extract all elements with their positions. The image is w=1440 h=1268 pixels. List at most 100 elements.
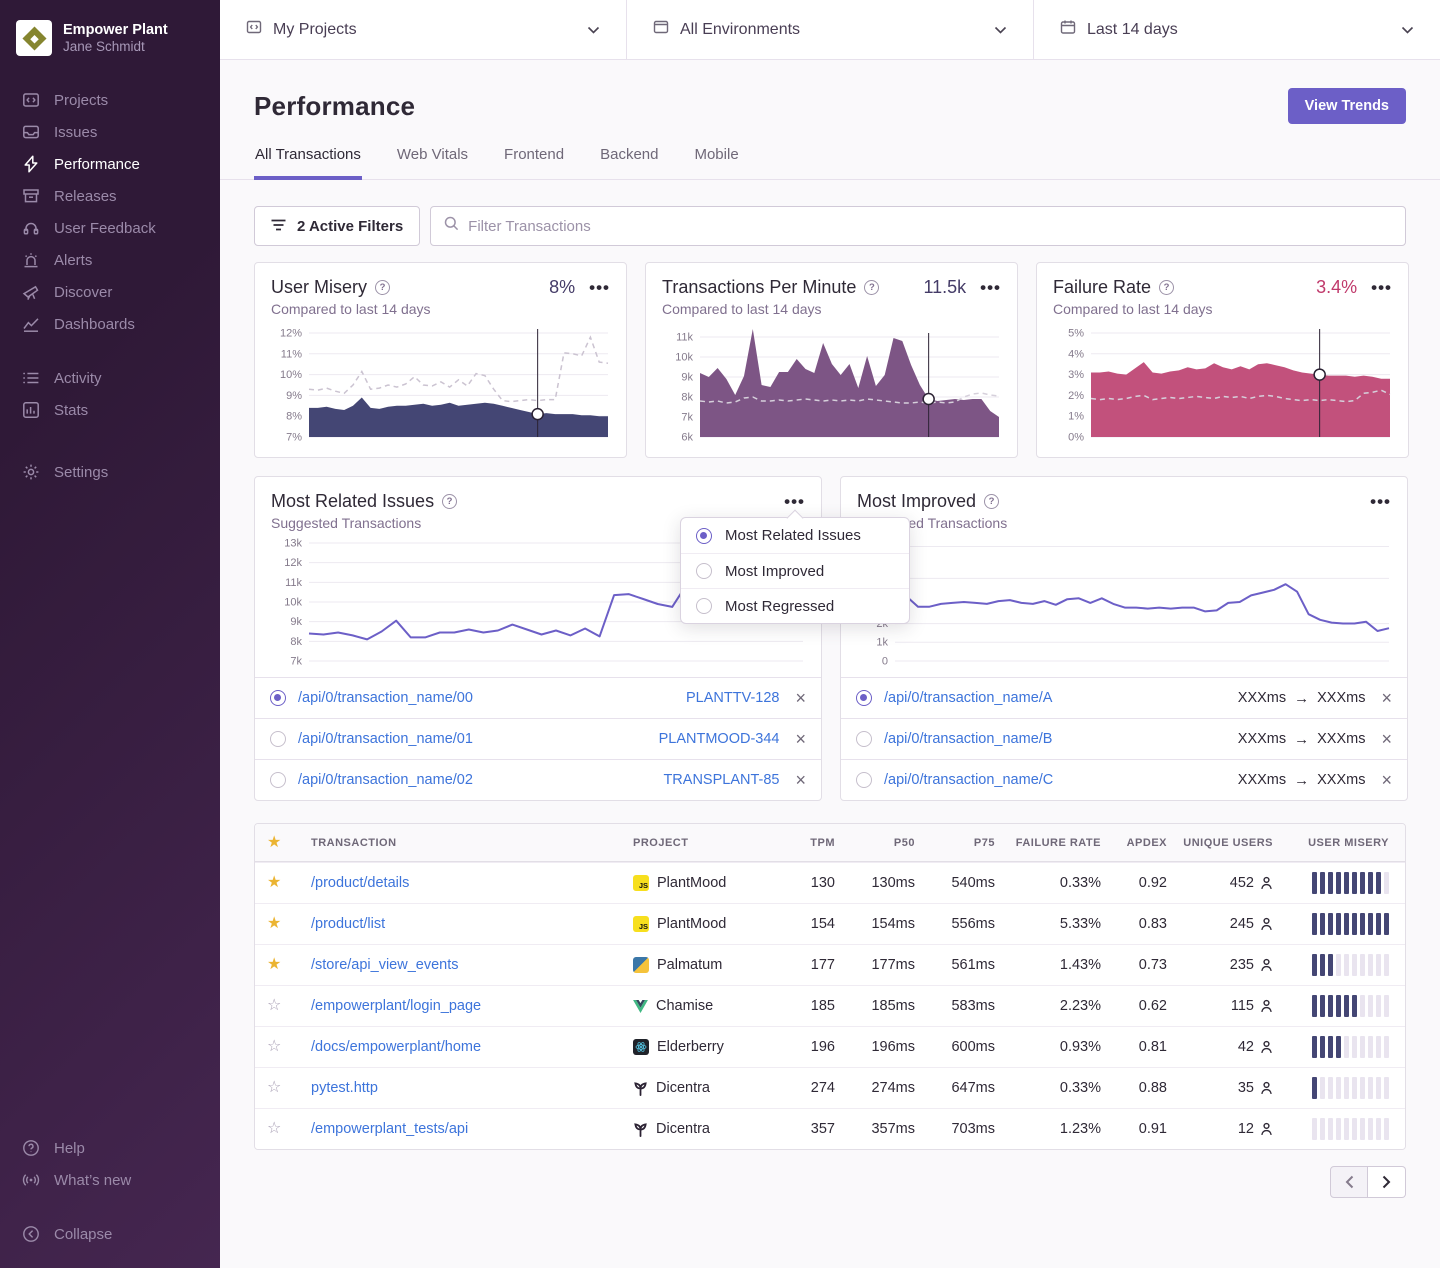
overflow-menu-icon[interactable] <box>1371 279 1392 296</box>
column-header-user-misery[interactable]: USER MISERY <box>1273 837 1389 849</box>
sidebar-item-whats-new[interactable]: What’s new <box>0 1164 220 1196</box>
close-icon[interactable] <box>795 771 806 789</box>
tab-mobile[interactable]: Mobile <box>693 146 739 180</box>
transaction-link[interactable]: /api/0/transaction_name/B <box>884 731 1226 747</box>
sidebar-item-settings[interactable]: Settings <box>0 456 220 488</box>
close-icon[interactable] <box>1381 689 1392 707</box>
sidebar-item-alerts[interactable]: Alerts <box>0 244 220 276</box>
overflow-menu-icon[interactable] <box>589 279 610 296</box>
transaction-link[interactable]: /api/0/transaction_name/02 <box>298 772 651 788</box>
radio-button[interactable] <box>856 772 872 788</box>
help-icon[interactable] <box>375 280 390 295</box>
star-toggle[interactable] <box>267 1121 311 1137</box>
transaction-link[interactable]: /product/details <box>311 875 633 891</box>
sidebar-item-help[interactable]: Help <box>0 1132 220 1164</box>
page-content: 2 Active Filters User Misery 8% Compared… <box>220 180 1440 1228</box>
star-toggle[interactable] <box>267 957 311 973</box>
star-toggle[interactable] <box>267 1080 311 1096</box>
column-header-failure-rate[interactable]: FAILURE RATE <box>995 837 1101 849</box>
radio-button[interactable] <box>856 731 872 747</box>
sidebar-item-activity[interactable]: Activity <box>0 362 220 394</box>
project-cell[interactable]: Dicentra <box>633 1121 775 1137</box>
column-header-p75[interactable]: P75 <box>915 837 995 849</box>
star-toggle[interactable] <box>267 1039 311 1055</box>
environment-selector[interactable]: All Environments <box>626 0 1033 59</box>
search-input[interactable] <box>468 218 1392 235</box>
help-icon[interactable] <box>1159 280 1174 295</box>
tab-all-transactions[interactable]: All Transactions <box>254 146 362 180</box>
transaction-link[interactable]: /docs/empowerplant/home <box>311 1039 633 1055</box>
star-toggle[interactable] <box>267 875 311 891</box>
column-header-p50[interactable]: P50 <box>835 837 915 849</box>
sidebar-item-user-feedback[interactable]: User Feedback <box>0 212 220 244</box>
sidebar-item-stats[interactable]: Stats <box>0 394 220 426</box>
star-column-header-icon[interactable] <box>267 835 311 851</box>
menu-item-label: Most Improved <box>725 563 824 580</box>
project-cell[interactable]: Palmatum <box>633 957 775 973</box>
radio-button[interactable] <box>270 731 286 747</box>
transaction-link[interactable]: /empowerplant/login_page <box>311 998 633 1014</box>
tab-web-vitals[interactable]: Web Vitals <box>396 146 469 180</box>
help-icon[interactable] <box>442 494 457 509</box>
project-cell[interactable]: Dicentra <box>633 1080 775 1096</box>
help-icon[interactable] <box>984 494 999 509</box>
column-header-project[interactable]: PROJECT <box>633 837 775 849</box>
previous-page-button[interactable] <box>1330 1166 1368 1198</box>
radio-button[interactable] <box>856 690 872 706</box>
transaction-link[interactable]: /api/0/transaction_name/C <box>884 772 1226 788</box>
project-cell[interactable]: Elderberry <box>633 1039 775 1055</box>
transaction-link[interactable]: /api/0/transaction_name/00 <box>298 690 674 706</box>
overflow-menu-icon[interactable] <box>1370 493 1391 510</box>
project-cell[interactable]: JSPlantMood <box>633 875 775 891</box>
sidebar-item-issues[interactable]: Issues <box>0 116 220 148</box>
radio-button[interactable] <box>270 772 286 788</box>
org-switcher[interactable]: Empower Plant Jane Schmidt <box>0 14 220 60</box>
transaction-link[interactable]: /api/0/transaction_name/01 <box>298 731 647 747</box>
issue-link[interactable]: PLANTTV-128 <box>686 690 780 706</box>
sidebar-item-label: Collapse <box>54 1226 112 1243</box>
radio-button[interactable] <box>270 690 286 706</box>
tab-backend[interactable]: Backend <box>599 146 659 180</box>
menu-item-most-regressed[interactable]: Most Regressed <box>681 588 909 623</box>
star-toggle[interactable] <box>267 998 311 1014</box>
menu-item-most-improved[interactable]: Most Improved <box>681 553 909 588</box>
column-header-apdex[interactable]: APDEX <box>1101 837 1167 849</box>
active-filters-button[interactable]: 2 Active Filters <box>254 206 420 246</box>
project-selector[interactable]: My Projects <box>220 0 626 59</box>
transaction-link[interactable]: /product/list <box>311 916 633 932</box>
transaction-link[interactable]: /store/api_view_events <box>311 957 633 973</box>
svg-text:9k: 9k <box>681 372 693 384</box>
close-icon[interactable] <box>1381 730 1392 748</box>
column-header-unique-users[interactable]: UNIQUE USERS <box>1167 837 1273 849</box>
issue-link[interactable]: TRANSPLANT-85 <box>663 772 779 788</box>
close-icon[interactable] <box>1381 771 1392 789</box>
p50-value: 274ms <box>835 1080 915 1096</box>
sidebar-item-discover[interactable]: Discover <box>0 276 220 308</box>
sidebar-item-dashboards[interactable]: Dashboards <box>0 308 220 340</box>
sidebar-collapse-button[interactable]: Collapse <box>0 1218 220 1250</box>
transaction-link[interactable]: /api/0/transaction_name/A <box>884 690 1226 706</box>
project-cell[interactable]: Chamise <box>633 998 775 1014</box>
column-header-tpm[interactable]: TPM <box>775 837 835 849</box>
overflow-menu-icon[interactable] <box>980 279 1001 296</box>
next-page-button[interactable] <box>1368 1166 1406 1198</box>
issue-link[interactable]: PLANTMOOD-344 <box>659 731 780 747</box>
sidebar-item-projects[interactable]: Projects <box>0 84 220 116</box>
close-icon[interactable] <box>795 689 806 707</box>
tab-frontend[interactable]: Frontend <box>503 146 565 180</box>
transaction-link[interactable]: pytest.http <box>311 1080 633 1096</box>
menu-item-most-related-issues[interactable]: Most Related Issues <box>681 518 909 553</box>
project-cell[interactable]: JSPlantMood <box>633 916 775 932</box>
overflow-menu-icon[interactable] <box>784 493 805 510</box>
date-range-selector[interactable]: Last 14 days <box>1033 0 1440 59</box>
column-header-transaction[interactable]: TRANSACTION <box>311 837 633 849</box>
discover-icon <box>22 283 40 301</box>
star-toggle[interactable] <box>267 916 311 932</box>
sidebar-item-performance[interactable]: Performance <box>0 148 220 180</box>
view-trends-button[interactable]: View Trends <box>1288 88 1406 124</box>
help-icon[interactable] <box>864 280 879 295</box>
related-issue-row: /api/0/transaction_name/02 TRANSPLANT-85 <box>255 759 821 800</box>
close-icon[interactable] <box>795 730 806 748</box>
sidebar-item-releases[interactable]: Releases <box>0 180 220 212</box>
transaction-link[interactable]: /empowerplant_tests/api <box>311 1121 633 1137</box>
